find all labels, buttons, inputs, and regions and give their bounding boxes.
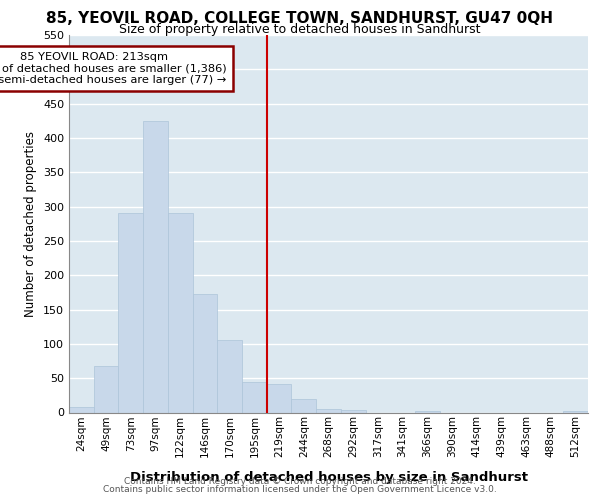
Bar — [242, 382, 267, 412]
Bar — [415, 411, 440, 412]
Text: 85 YEOVIL ROAD: 213sqm
← 95% of detached houses are smaller (1,386)
5% of semi-d: 85 YEOVIL ROAD: 213sqm ← 95% of detached… — [0, 52, 227, 86]
Bar — [168, 214, 193, 412]
Text: Size of property relative to detached houses in Sandhurst: Size of property relative to detached ho… — [119, 22, 481, 36]
Bar — [292, 399, 316, 412]
Y-axis label: Number of detached properties: Number of detached properties — [25, 130, 37, 317]
Bar — [94, 366, 118, 412]
Bar — [143, 121, 168, 412]
Text: Contains public sector information licensed under the Open Government Licence v3: Contains public sector information licen… — [103, 485, 497, 494]
Bar — [316, 409, 341, 412]
X-axis label: Distribution of detached houses by size in Sandhurst: Distribution of detached houses by size … — [130, 472, 527, 484]
Bar — [341, 410, 365, 412]
Bar — [217, 340, 242, 412]
Text: 85, YEOVIL ROAD, COLLEGE TOWN, SANDHURST, GU47 0QH: 85, YEOVIL ROAD, COLLEGE TOWN, SANDHURST… — [47, 11, 554, 26]
Bar — [563, 411, 588, 412]
Bar — [118, 214, 143, 412]
Bar — [193, 294, 217, 412]
Bar — [69, 407, 94, 412]
Text: Contains HM Land Registry data © Crown copyright and database right 2024.: Contains HM Land Registry data © Crown c… — [124, 477, 476, 486]
Bar — [267, 384, 292, 412]
